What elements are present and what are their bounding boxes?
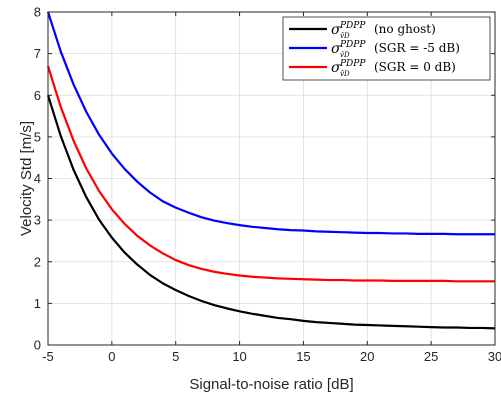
y-tick-label: 6	[34, 88, 41, 103]
legend-symbol: σ	[331, 22, 341, 38]
series-line	[46, 94, 496, 330]
series-layer	[46, 11, 496, 330]
x-tick-label: 10	[232, 349, 246, 364]
plot-frame	[47, 11, 496, 346]
x-tick-label: 15	[296, 349, 310, 364]
y-tick-label: 0	[34, 338, 41, 353]
legend-label: (no ghost)	[374, 22, 436, 36]
x-tick-label: 30	[488, 349, 501, 364]
legend-subscript: v̂D	[340, 50, 350, 59]
y-tick-labels: 0 1 2 3 4 5 6 7 8	[34, 5, 41, 353]
legend-superscript: PDPP	[339, 59, 366, 69]
legend-symbol: σ	[331, 41, 341, 57]
y-tick-label: 1	[34, 296, 41, 311]
legend-subscript: v̂D	[340, 31, 350, 40]
legend-label: (SGR = -5 dB)	[374, 41, 460, 55]
series-line	[46, 11, 495, 236]
legend-superscript: PDPP	[339, 21, 366, 31]
legend-superscript: PDPP	[339, 40, 366, 50]
x-axis-label: Signal-to-noise ratio [dB]	[189, 376, 353, 393]
legend-symbol: σ	[331, 60, 341, 76]
x-tick-label: 0	[108, 349, 115, 364]
series-line	[46, 65, 495, 283]
x-tick-label: 20	[360, 349, 374, 364]
y-tick-label: 4	[34, 171, 41, 186]
y-axis-label: Velocity Std [m/s]	[18, 121, 35, 236]
legend-subscript: v̂D	[340, 69, 350, 78]
legend-label: (SGR = 0 dB)	[374, 60, 456, 74]
x-tick-label: 25	[424, 349, 438, 364]
x-tick-label: -5	[42, 349, 54, 364]
x-tick-labels: -5 0 5 10 15 20 25 30	[42, 349, 501, 364]
y-tick-label: 8	[34, 5, 41, 20]
y-tick-label: 2	[34, 254, 41, 269]
y-tick-label: 7	[34, 46, 41, 61]
x-tick-label: 5	[172, 349, 179, 364]
y-tick-label: 5	[34, 129, 41, 144]
y-tick-label: 3	[34, 213, 41, 228]
